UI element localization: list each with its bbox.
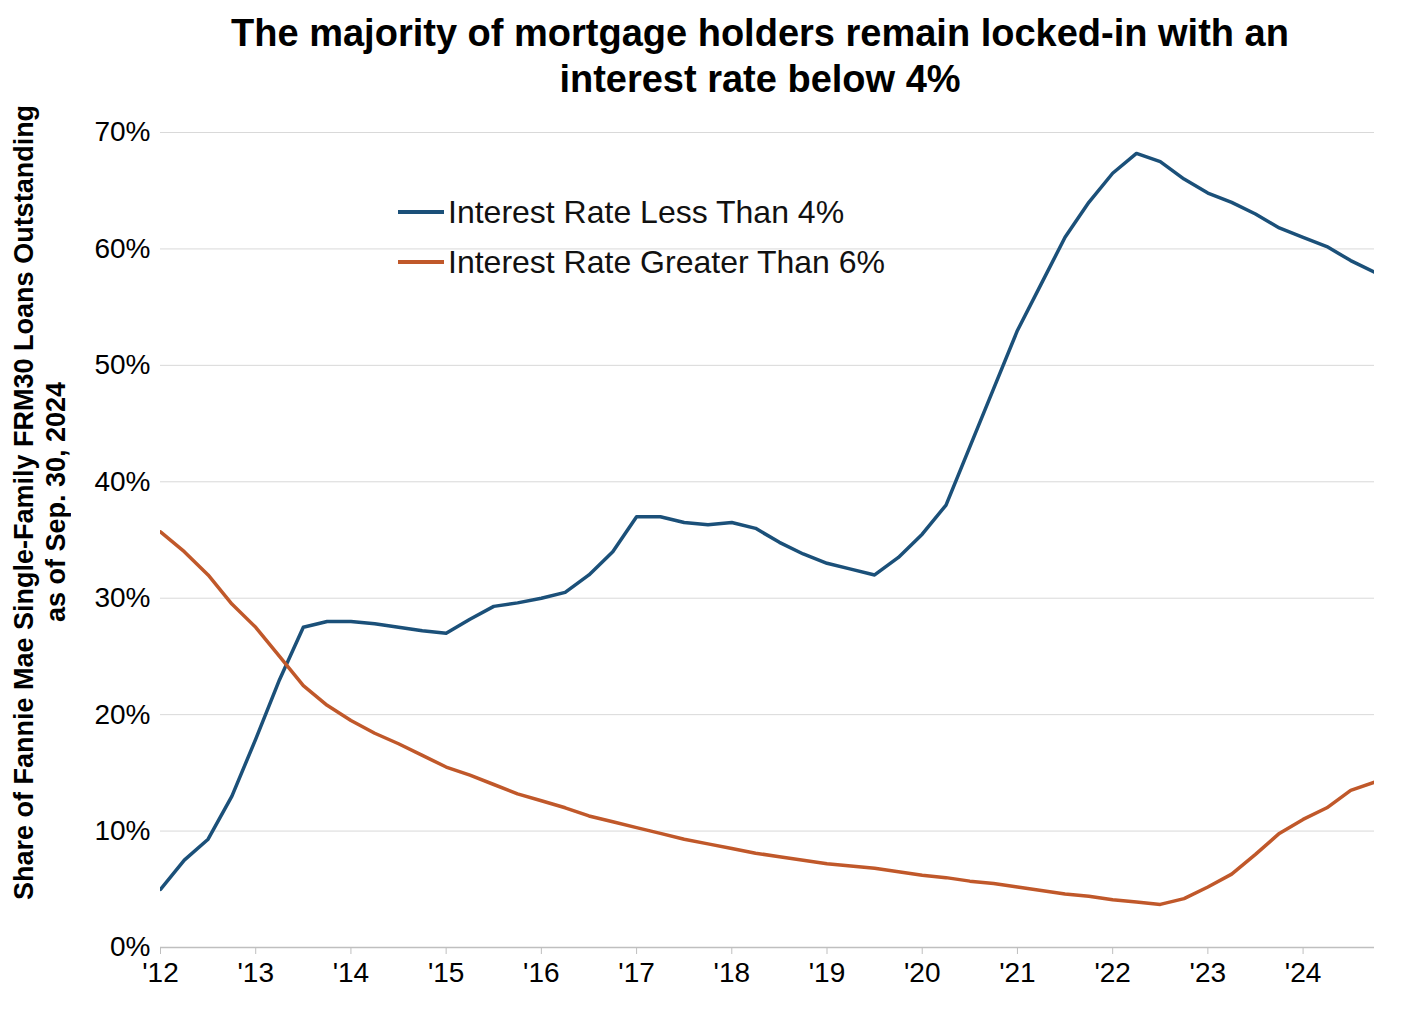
svg-text:'12: '12 — [142, 957, 179, 989]
svg-text:'19: '19 — [809, 957, 846, 988]
svg-text:'14: '14 — [333, 957, 370, 988]
html-text:The majority of mortgage holde: The majority of mortgage holders remain … — [231, 12, 1289, 100]
svg-text:'13: '13 — [237, 957, 274, 988]
svg-text:'23: '23 — [1190, 957, 1227, 988]
svg-text:30%: 30% — [94, 582, 150, 613]
svg-text:'24: '24 — [1285, 957, 1322, 988]
html-text:Interest Rate Greater Than 6%: Interest Rate Greater Than 6% — [448, 244, 885, 280]
svg-text:'18: '18 — [714, 957, 751, 988]
svg-text:'15: '15 — [428, 957, 465, 988]
svg-text:0%: 0% — [110, 931, 150, 962]
svg-text:'16: '16 — [523, 957, 560, 988]
svg-text:10%: 10% — [94, 815, 150, 846]
svg-text:50%: 50% — [94, 349, 150, 380]
svg-text:40%: 40% — [94, 466, 150, 497]
svg-text:'22: '22 — [1094, 957, 1131, 988]
svg-text:70%: 70% — [94, 116, 150, 147]
svg-text:20%: 20% — [94, 699, 150, 730]
svg-text:'17: '17 — [618, 957, 655, 988]
svg-text:60%: 60% — [94, 233, 150, 264]
html-text:Interest Rate Less Than 4%: Interest Rate Less Than 4% — [448, 194, 845, 230]
html-text:Share of Fannie Mae Single-Fam: Share of Fannie Mae Single-Family FRM30 … — [9, 104, 71, 900]
svg-text:'20: '20 — [904, 957, 941, 988]
svg-text:'21: '21 — [999, 957, 1036, 988]
